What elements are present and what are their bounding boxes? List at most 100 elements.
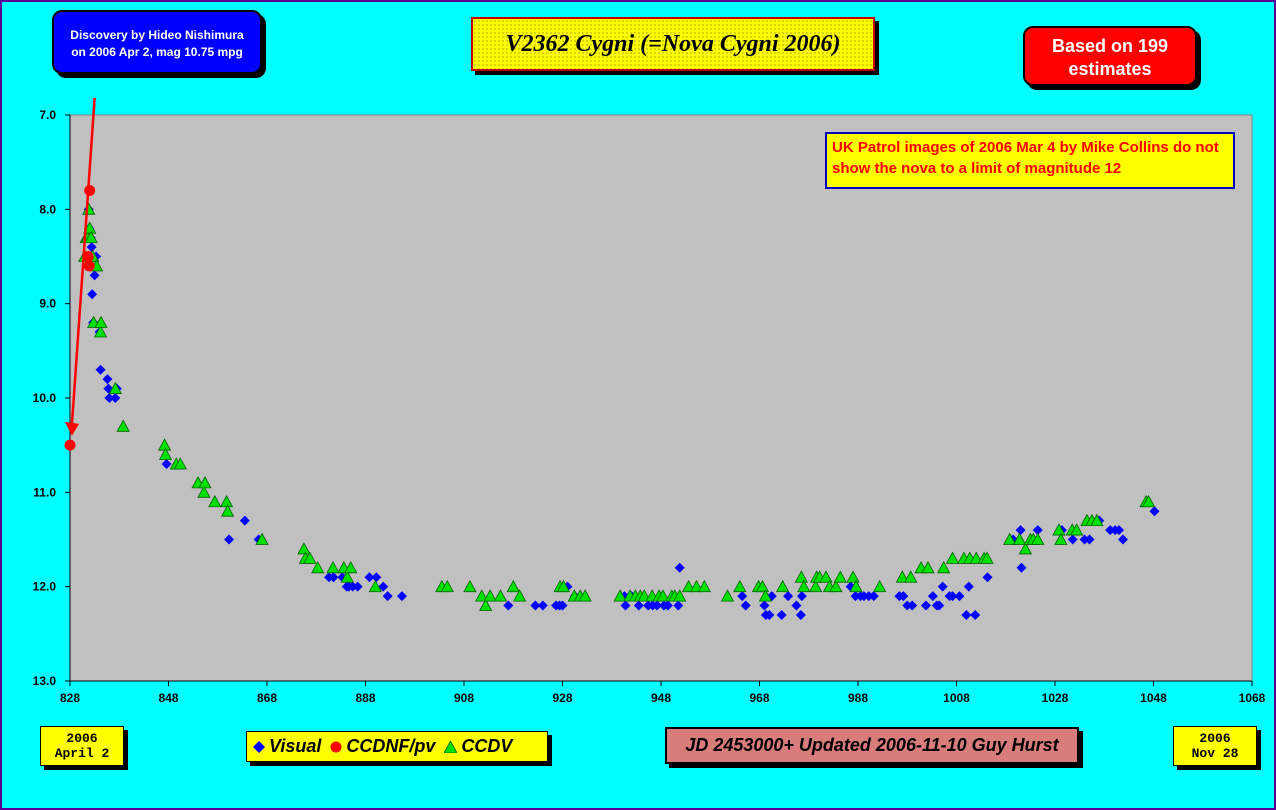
- visual-point: [530, 600, 541, 611]
- ccdv-point: [297, 542, 311, 555]
- y-tick-label: 13.0: [33, 674, 57, 688]
- series-ccdv: [78, 202, 1156, 611]
- visual-point: [89, 270, 100, 281]
- visual-point: [1149, 506, 1160, 517]
- ccdv-point: [255, 532, 269, 545]
- ccdv-point: [173, 457, 187, 470]
- ccdv-point: [463, 579, 477, 593]
- ccdv-point: [1012, 532, 1027, 545]
- visual-point: [776, 609, 787, 620]
- triangle-icon: [444, 741, 458, 754]
- end-day: Nov 28: [1191, 746, 1239, 761]
- visual-point: [954, 591, 965, 602]
- ccdv-point: [158, 447, 173, 461]
- x-tick-label: 928: [552, 691, 572, 705]
- x-tick-label: 968: [749, 691, 769, 705]
- ccdv-point: [895, 570, 909, 583]
- x-tick-label: 948: [651, 691, 671, 705]
- ccdv-point: [108, 381, 122, 394]
- visual-point: [907, 600, 918, 611]
- visual-point: [1084, 534, 1095, 545]
- ccdv-point: [478, 598, 493, 611]
- ccdv-point: [344, 560, 358, 574]
- legend-item-ccdnf: CCDNF/pv: [330, 732, 435, 761]
- ccdv-point: [1003, 532, 1017, 545]
- y-tick-label: 10.0: [33, 391, 57, 405]
- visual-point: [364, 572, 375, 583]
- plot-area: [69, 114, 1253, 682]
- ccdv-point: [475, 589, 489, 602]
- ccdv-point: [1054, 532, 1068, 545]
- legend: Visual CCDNF/pv CCDV: [246, 731, 548, 762]
- ccdv-point: [980, 551, 994, 564]
- ccdv-point: [311, 560, 325, 574]
- visual-point: [898, 591, 909, 602]
- estimates-line-1: Based on 199: [1051, 36, 1169, 56]
- end-date-box: 2006 Nov 28: [1173, 726, 1257, 766]
- visual-point: [1067, 534, 1078, 545]
- ccdv-point: [846, 570, 860, 583]
- visual-point: [737, 591, 748, 602]
- ccdv-point: [697, 579, 712, 593]
- ccdv-point: [340, 570, 354, 583]
- ccdv-point: [775, 579, 790, 593]
- estimates-badge: Based on 199 estimates: [1023, 26, 1197, 86]
- ccdv-point: [849, 579, 863, 593]
- discovery-note: Discovery by Hideo Nishimura on 2006 Apr…: [52, 10, 262, 74]
- visual-point: [963, 581, 974, 592]
- ccdv-point: [797, 579, 811, 593]
- visual-point: [759, 600, 770, 611]
- visual-point: [503, 600, 514, 611]
- visual-point: [328, 572, 339, 583]
- legend-item-ccdv: CCDV: [444, 732, 512, 761]
- ccdv-point: [198, 476, 212, 489]
- visual-point: [673, 600, 684, 611]
- ccdv-point: [483, 589, 497, 602]
- visual-point: [378, 581, 389, 592]
- legend-label-ccdv: CCDV: [461, 736, 513, 756]
- visual-point: [652, 600, 663, 611]
- chart-title: V2362 Cygni (=Nova Cygni 2006): [471, 17, 875, 71]
- discovery-line-1: Discovery by Hideo Nishimura: [70, 28, 244, 42]
- ccdv-point: [613, 589, 627, 602]
- ccdv-point: [84, 230, 98, 244]
- ccdv-point: [829, 579, 843, 593]
- x-tick-label: 1028: [1042, 691, 1069, 705]
- visual-point: [970, 609, 981, 620]
- ccdv-point: [197, 485, 211, 498]
- x-tick-label: 908: [454, 691, 474, 705]
- visual-point: [87, 289, 98, 300]
- y-tick-label: 8.0: [39, 202, 56, 216]
- upper-limit-arrow: [70, 97, 96, 424]
- visual-point: [557, 600, 568, 611]
- visual-point: [764, 609, 775, 620]
- ccdv-point: [556, 579, 571, 593]
- visual-point: [796, 591, 807, 602]
- visual-point: [1015, 525, 1026, 536]
- legend-item-visual: Visual: [253, 732, 321, 761]
- ccdv-point: [1018, 542, 1033, 555]
- visual-point: [662, 600, 673, 611]
- ccdv-point: [733, 579, 747, 593]
- visual-point: [783, 591, 794, 602]
- visual-point: [740, 600, 751, 611]
- ccdv-point: [208, 494, 222, 508]
- ccdv-point: [808, 579, 823, 593]
- visual-point: [1117, 534, 1128, 545]
- visual-point: [161, 459, 172, 470]
- visual-point: [396, 591, 407, 602]
- x-tick-label: 868: [257, 691, 277, 705]
- ccdv-point: [94, 315, 108, 328]
- y-tick-label: 11.0: [33, 485, 56, 499]
- visual-point: [947, 591, 958, 602]
- ccdnf-point: [64, 439, 76, 451]
- visual-point: [961, 609, 972, 620]
- start-date-box: 2006 April 2: [40, 726, 124, 766]
- ccdv-point: [220, 504, 235, 517]
- ccdv-point: [673, 589, 687, 602]
- visual-point: [1016, 562, 1027, 573]
- ccdv-point: [303, 551, 317, 564]
- visual-point: [86, 242, 97, 253]
- ccdv-point: [904, 570, 918, 583]
